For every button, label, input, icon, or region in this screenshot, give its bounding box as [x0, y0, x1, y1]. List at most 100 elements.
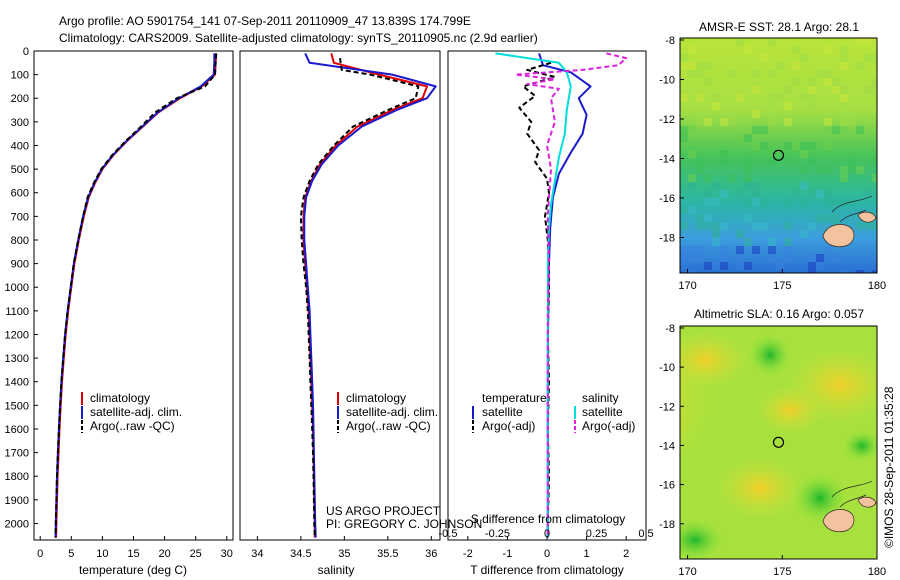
map-x-tick-label: 180	[868, 280, 886, 292]
difference-profile-lines	[495, 52, 628, 538]
temperature-profile-lines	[54, 53, 218, 538]
map-y-tick-label: -18	[659, 519, 675, 531]
legend-label-s-argo: Argo(-adj)	[582, 419, 635, 433]
map-y-tick-label: -14	[659, 440, 675, 452]
map-y-tick-label: -10	[659, 74, 675, 86]
depth-tick-label: 100	[11, 70, 29, 82]
series-line-clim	[302, 53, 428, 538]
map-y-tick-label: -18	[659, 232, 675, 244]
depth-tick-label: 800	[11, 235, 29, 247]
series-line-sat_s	[495, 52, 572, 538]
depth-tick-label: 700	[11, 211, 29, 223]
sla-map-title: Altimetric SLA: 0.16 Argo: 0.057	[694, 307, 864, 321]
s-difference-x-label: S difference from climatology	[471, 512, 626, 526]
series-line-argo	[299, 57, 420, 538]
map-y-tick-label: -12	[659, 401, 675, 413]
header-line-2: Climatology: CARS2009. Satellite-adjuste…	[59, 31, 538, 45]
argo-location-marker	[772, 149, 785, 161]
x-tick-label: 35	[338, 548, 350, 560]
map-y-tick-label: -14	[659, 153, 675, 165]
sst-map-field	[680, 38, 877, 273]
series-line-argo	[518, 61, 556, 538]
depth-tick-label: 1600	[5, 424, 29, 436]
depth-tick-label: 1900	[5, 495, 29, 507]
t-difference-x-label: T difference from climatology	[470, 563, 624, 577]
temperature-x-ticks: 0 5 10 15 20 25 30	[37, 536, 233, 560]
temperature-legend: climatology satellite-adj. clim. Argo(..…	[81, 391, 182, 433]
s-difference-x-ticks: -0.5 -0.25 0 0.25 0.5	[439, 528, 654, 540]
legend-label-sat: satellite-adj. clim.	[90, 405, 182, 419]
depth-tick-label: 1500	[5, 400, 29, 412]
legend-label-t-argo: Argo(-adj)	[482, 419, 535, 433]
map-y-tick-label: -16	[659, 193, 675, 205]
x-tick-label: 35.5	[377, 548, 398, 560]
legend-label-sat: satellite-adj. clim.	[346, 405, 438, 419]
depth-tick-label: 500	[11, 164, 29, 176]
depth-tick-label: 200	[11, 93, 29, 105]
x-tick-label: -2	[463, 548, 473, 560]
map-y-tick-label: -10	[659, 362, 675, 374]
sla-map-ticks: 170 175 180 -8 -10 -12 -14 -16 -18	[659, 323, 886, 578]
temperature-x-label: temperature (deg C)	[79, 563, 187, 577]
s-diff-tick-label: 0.5	[638, 528, 653, 540]
depth-tick-label: 300	[11, 117, 29, 129]
depth-tick-label: 1800	[5, 471, 29, 483]
salinity-panel-frame	[239, 50, 441, 541]
depth-axis: 0 100 200 300 400 500 600 700 800 900 1000 1100 1200…	[5, 46, 38, 530]
sst-map-frame	[679, 37, 878, 274]
x-tick-label: 34	[251, 548, 263, 560]
series-line-sat	[303, 52, 437, 538]
legend-label-t-sat: satellite	[482, 405, 523, 419]
header-line-1: Argo profile: AO 5901754_141 07-Sep-2011…	[59, 14, 471, 28]
t-difference-x-ticks: -2 -1 0 1 2	[463, 536, 629, 560]
depth-tick-label: 900	[11, 259, 29, 271]
depth-tick-label: 1700	[5, 448, 29, 460]
depth-tick-label: 1000	[5, 282, 29, 294]
x-tick-label: 0	[544, 548, 550, 560]
s-diff-tick-label: 0.25	[586, 528, 607, 540]
depth-tick-label: 1200	[5, 329, 29, 341]
depth-tick-label: 600	[11, 188, 29, 200]
map-x-tick-label: 180	[868, 566, 886, 578]
x-tick-label: 25	[190, 548, 202, 560]
timestamp-stamp: ©IMOS 28-Sep-2011 01:35:28	[882, 386, 896, 548]
depth-tick-label: 1400	[5, 377, 29, 389]
salinity-x-ticks: 34 34.5 35 35.5 36	[251, 536, 437, 560]
map-x-tick-label: 175	[773, 280, 791, 292]
sst-map-title: AMSR-E SST: 28.1 Argo: 28.1	[699, 20, 859, 34]
map-y-tick-label: -12	[659, 114, 675, 126]
difference-legend: temperature satellite Argo(-adj) salinit…	[472, 391, 635, 433]
sla-map-field	[680, 326, 877, 559]
x-tick-label: 5	[68, 548, 74, 560]
legend-heading-salinity: salinity	[582, 391, 619, 405]
map-y-tick-label: -8	[665, 35, 675, 47]
x-tick-label: 30	[221, 548, 233, 560]
x-tick-label: 36	[425, 548, 437, 560]
sst-map-ticks: 170 175 180 -8 -10 -12 -14 -16 -18	[659, 35, 886, 292]
x-tick-label: 34.5	[290, 548, 311, 560]
series-line-argo	[54, 53, 218, 538]
legend-label-clim: climatology	[90, 391, 150, 405]
s-diff-tick-label: 0	[544, 528, 550, 540]
salinity-profile-lines	[299, 52, 437, 538]
depth-tick-label: 400	[11, 140, 29, 152]
map-x-tick-label: 170	[678, 280, 696, 292]
x-tick-label: 1	[584, 548, 590, 560]
map-x-tick-label: 170	[678, 566, 696, 578]
map-y-tick-label: -8	[665, 323, 675, 335]
map-x-tick-label: 175	[773, 566, 791, 578]
argo-location-marker	[772, 436, 785, 448]
s-diff-tick-label: -0.5	[439, 528, 458, 540]
s-diff-tick-label: -0.25	[485, 528, 510, 540]
x-tick-label: 20	[158, 548, 170, 560]
series-line-argo_s	[514, 52, 628, 538]
credit-line-1: US ARGO PROJECT	[326, 504, 441, 518]
depth-tick-label: 0	[23, 46, 29, 58]
series-line-clim	[55, 53, 218, 538]
salinity-legend: climatology satellite-adj. clim. Argo(..…	[337, 391, 438, 433]
depth-tick-label: 2000	[5, 518, 29, 530]
legend-label-s-sat: satellite	[582, 405, 623, 419]
legend-label-argo: Argo(..raw -QC)	[346, 419, 431, 433]
x-tick-label: 0	[37, 548, 43, 560]
